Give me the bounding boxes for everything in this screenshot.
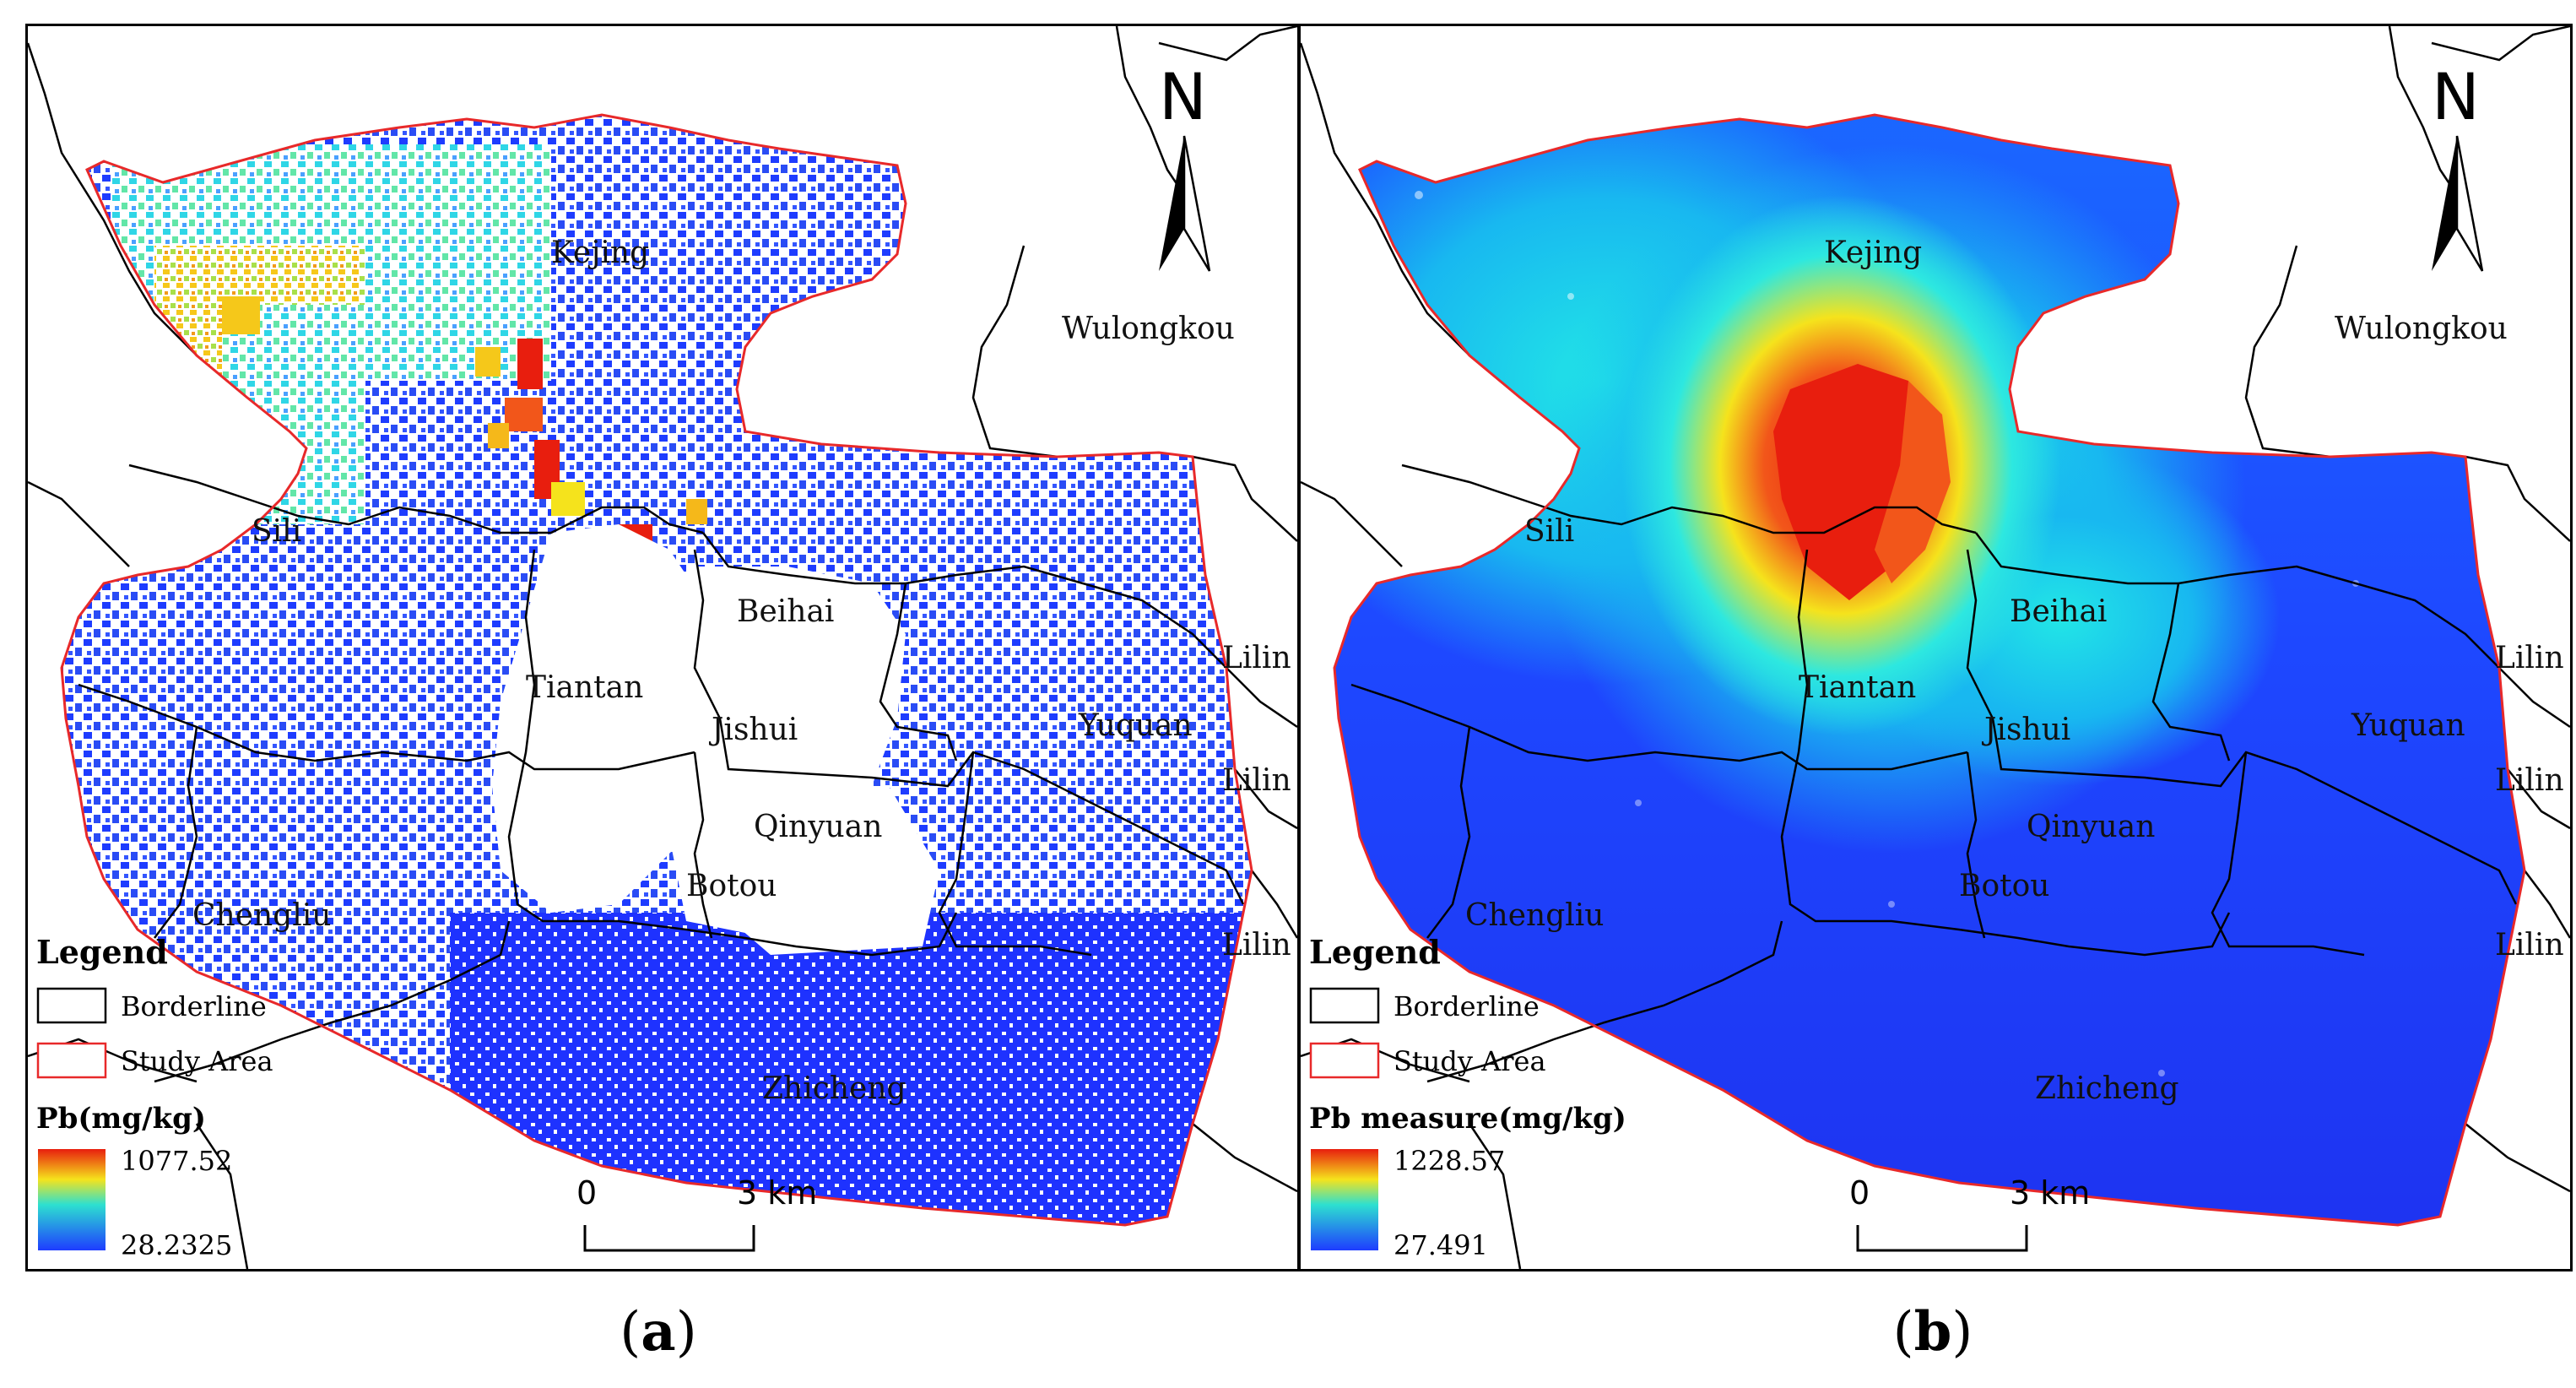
legend-swatch-borderline [36,987,107,1024]
place-label-zhicheng: Zhicheng [762,1071,906,1106]
scale-distance: 3 km [2010,1174,2090,1212]
pb-surface-b [1334,115,2525,1225]
place-label-tiantan: Tiantan [526,670,643,705]
place-label-yuquan: Yuquan [2351,708,2465,743]
place-label-kejing: Kejing [1824,236,1922,270]
legend-min-value: 27.491 [1394,1229,1488,1261]
north-arrow-b: N [2432,59,2484,272]
place-label-botou: Botou [1959,869,2049,903]
scale-zero: 0 [576,1174,597,1212]
place-label-yuquan: Yuquan [1078,708,1193,743]
study-area-outline-a [60,113,1253,1227]
legend-label-borderline: Borderline [121,990,267,1022]
legend-swatch-study-area [36,1042,107,1079]
legend-swatch-study-area [1309,1042,1380,1079]
legend-b: Legend Borderline Study Area Pb measure(… [1309,933,1626,1261]
borderlines-a [78,464,1245,1083]
place-label-sili: Sili [252,514,301,549]
place-label-wulongkou: Wulongkou [2335,312,2508,346]
caption-letter-b: b [1913,1300,1952,1364]
legend-label-study-area: Study Area [121,1045,273,1077]
borderlines-b [1350,464,2518,1083]
legend-min-value: 28.2325 [121,1229,232,1261]
map-canvas-b: Kejing Wulongkou Sili Beihai Tiantan Jis… [1301,26,2570,1269]
map-canvas-a: Kejing Wulongkou Sili Beihai Tiantan Jis… [28,26,1297,1269]
north-label: N [1159,59,1207,134]
place-label-jishui: Jishui [1981,713,2070,747]
place-label-sili: Sili [1524,514,1574,549]
legend-variable-label: Pb(mg/kg) [36,1102,206,1136]
place-label-zhicheng: Zhicheng [2035,1071,2179,1106]
pb-raster-a [62,115,1252,1225]
north-arrow-a: N [1159,59,1211,272]
caption-b: (b) [1892,1300,1973,1364]
place-label-beihai: Beihai [2010,594,2107,629]
place-label-kejing: Kejing [551,236,649,270]
place-label-lilin-1: Lilin [1222,641,1291,675]
legend-color-ramp [38,1149,106,1250]
caption-letter-a: a [641,1300,676,1364]
place-label-beihai: Beihai [737,594,834,629]
scale-bar-b: 0 3 km [1849,1174,2090,1252]
place-label-lilin-2: Lilin [2495,763,2564,798]
scale-bar-a: 0 3 km [576,1174,817,1252]
place-label-tiantan: Tiantan [1799,670,1916,705]
place-label-chengliu: Chengliu [192,898,331,933]
north-label: N [2432,59,2480,134]
legend-title: Legend [1309,933,1441,971]
legend-label-study-area: Study Area [1394,1045,1546,1077]
place-label-qinyuan: Qinyuan [2027,810,2155,844]
legend-title: Legend [36,933,168,971]
place-label-wulongkou: Wulongkou [1062,312,1235,346]
place-label-lilin-1: Lilin [2495,641,2564,675]
legend-a: Legend Borderline Study Area Pb(mg/kg) 1… [36,933,273,1261]
place-label-qinyuan: Qinyuan [754,810,882,844]
place-label-lilin-3: Lilin [2495,928,2564,962]
legend-label-borderline: Borderline [1394,990,1540,1022]
map-panel-b: Kejing Wulongkou Sili Beihai Tiantan Jis… [1298,24,2573,1271]
place-label-lilin-2: Lilin [1222,763,1291,798]
scale-distance: 3 km [737,1174,817,1212]
study-area-outline-b [1333,113,2526,1227]
legend-swatch-borderline [1309,987,1380,1024]
map-panel-a: Kejing Wulongkou Sili Beihai Tiantan Jis… [25,24,1300,1271]
scale-zero: 0 [1849,1174,1870,1212]
place-label-jishui: Jishui [708,713,798,747]
legend-max-value: 1228.57 [1394,1145,1505,1177]
place-label-lilin-3: Lilin [1222,928,1291,962]
legend-variable-label: Pb measure(mg/kg) [1309,1102,1626,1136]
legend-max-value: 1077.52 [121,1145,232,1177]
place-label-chengliu: Chengliu [1465,898,1604,933]
place-label-botou: Botou [686,869,777,903]
legend-color-ramp [1311,1149,1378,1250]
caption-a: (a) [620,1300,697,1364]
context-lines-b [1301,26,2570,1269]
